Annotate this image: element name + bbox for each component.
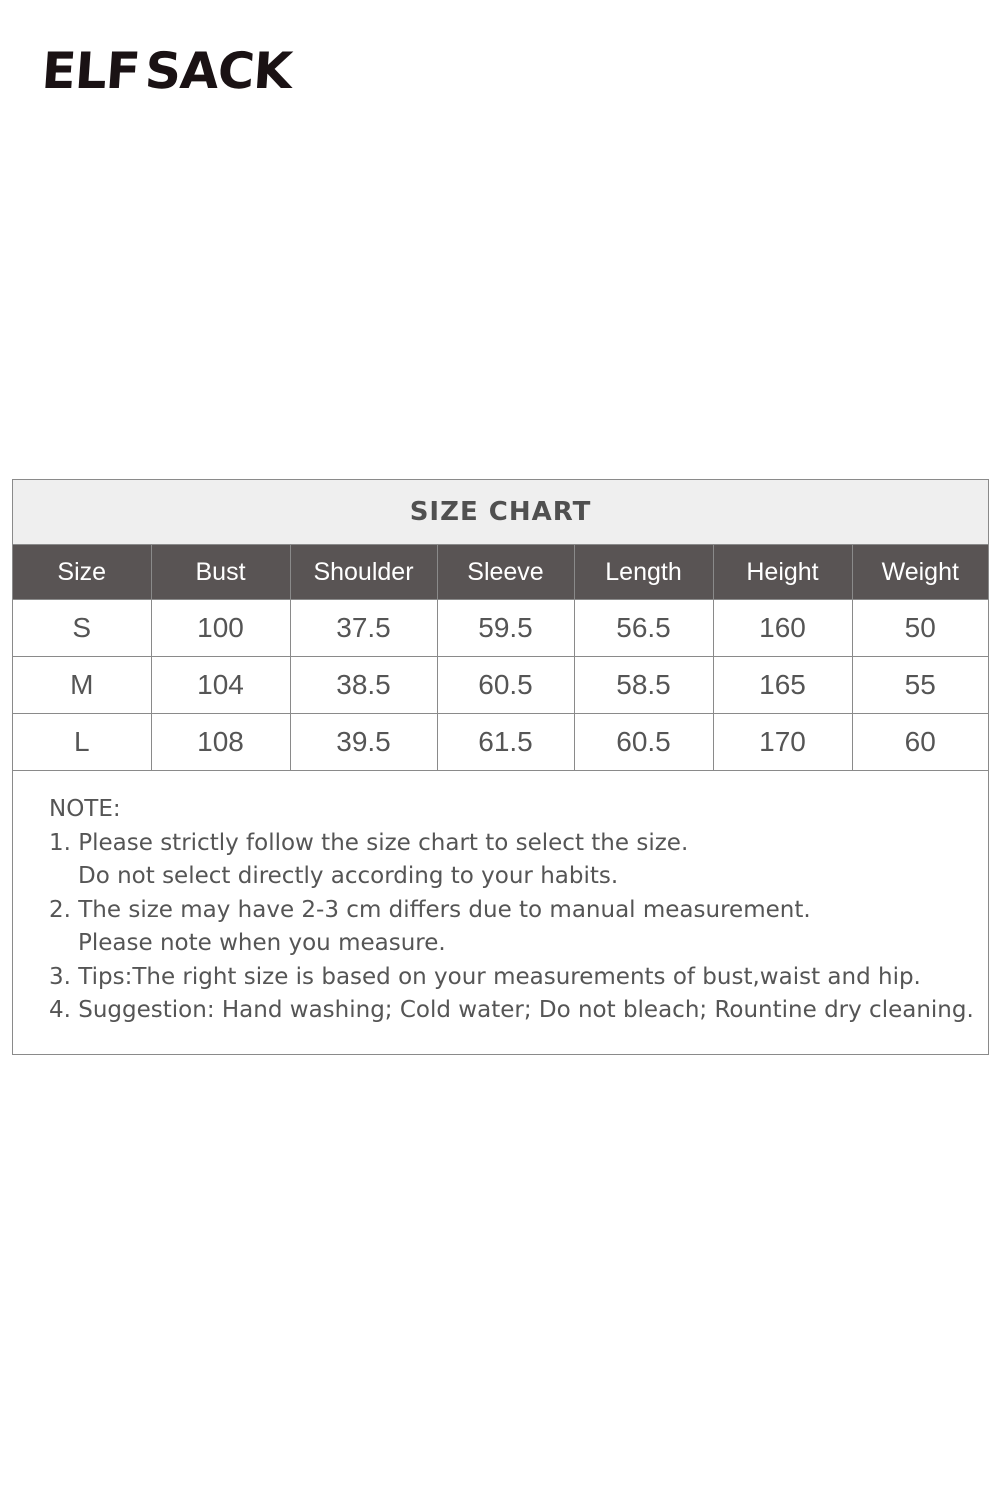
table-cell: 37.5: [289, 599, 438, 657]
table-cell: 170: [712, 713, 853, 771]
table-cell: 39.5: [289, 713, 438, 771]
table-cell: 100: [150, 599, 291, 657]
table-cell: 165: [712, 656, 853, 714]
table-cell: 59.5: [436, 599, 575, 657]
table-cell: 60: [851, 713, 988, 771]
size-chart-title: SIZE CHART: [13, 480, 988, 545]
table-cell: 38.5: [289, 656, 438, 714]
table-cell: 58.5: [573, 656, 714, 714]
column-header: Sleeve: [436, 545, 575, 600]
column-header: Shoulder: [289, 545, 438, 600]
note-line: Please note when you measure.: [78, 930, 446, 956]
table-cell: M: [13, 656, 152, 714]
note-line: 4. Suggestion: Hand washing; Cold water;…: [49, 997, 974, 1023]
table-cell: 160: [712, 599, 853, 657]
brand-logo: ELFSACK: [39, 42, 294, 100]
size-chart: SIZE CHART Size Bust Shoulder Sleeve Length H…: [12, 479, 989, 1055]
table-cell: 60.5: [436, 656, 575, 714]
table-cell: 61.5: [436, 713, 575, 771]
note-line: 2. The size may have 2-3 cm differs due …: [49, 896, 811, 923]
table-cell: L: [13, 713, 152, 771]
note-line: 1. Please strictly follow the size chart…: [49, 829, 689, 856]
column-header: Bust: [150, 545, 291, 600]
size-table: Size Bust Shoulder Sleeve Length Height Weight…: [13, 545, 988, 771]
table-row: L 108 39.5 61.5 60.5 170 60: [13, 713, 988, 771]
table-row: S 100 37.5 59.5 56.5 160 50: [13, 599, 988, 657]
table-cell: 56.5: [573, 599, 714, 657]
column-header: Size: [13, 545, 152, 600]
notes-heading: NOTE:: [49, 796, 121, 822]
notes: NOTE: 1. Please strictly follow the size…: [13, 771, 988, 1028]
note-line: 3. Tips:The right size is based on your …: [49, 963, 921, 990]
table-cell: 60.5: [573, 713, 714, 771]
table-cell: 55: [851, 656, 988, 714]
column-header: Weight: [851, 545, 988, 600]
table-cell: S: [13, 599, 152, 657]
table-row: M 104 38.5 60.5 58.5 165 55: [13, 656, 988, 714]
table-cell: 108: [150, 713, 291, 771]
table-cell: 104: [150, 656, 291, 714]
table-cell: 50: [851, 599, 988, 657]
note-line: Do not select directly according to your…: [78, 863, 619, 889]
column-header: Length: [573, 545, 714, 600]
column-header: Height: [712, 545, 853, 600]
